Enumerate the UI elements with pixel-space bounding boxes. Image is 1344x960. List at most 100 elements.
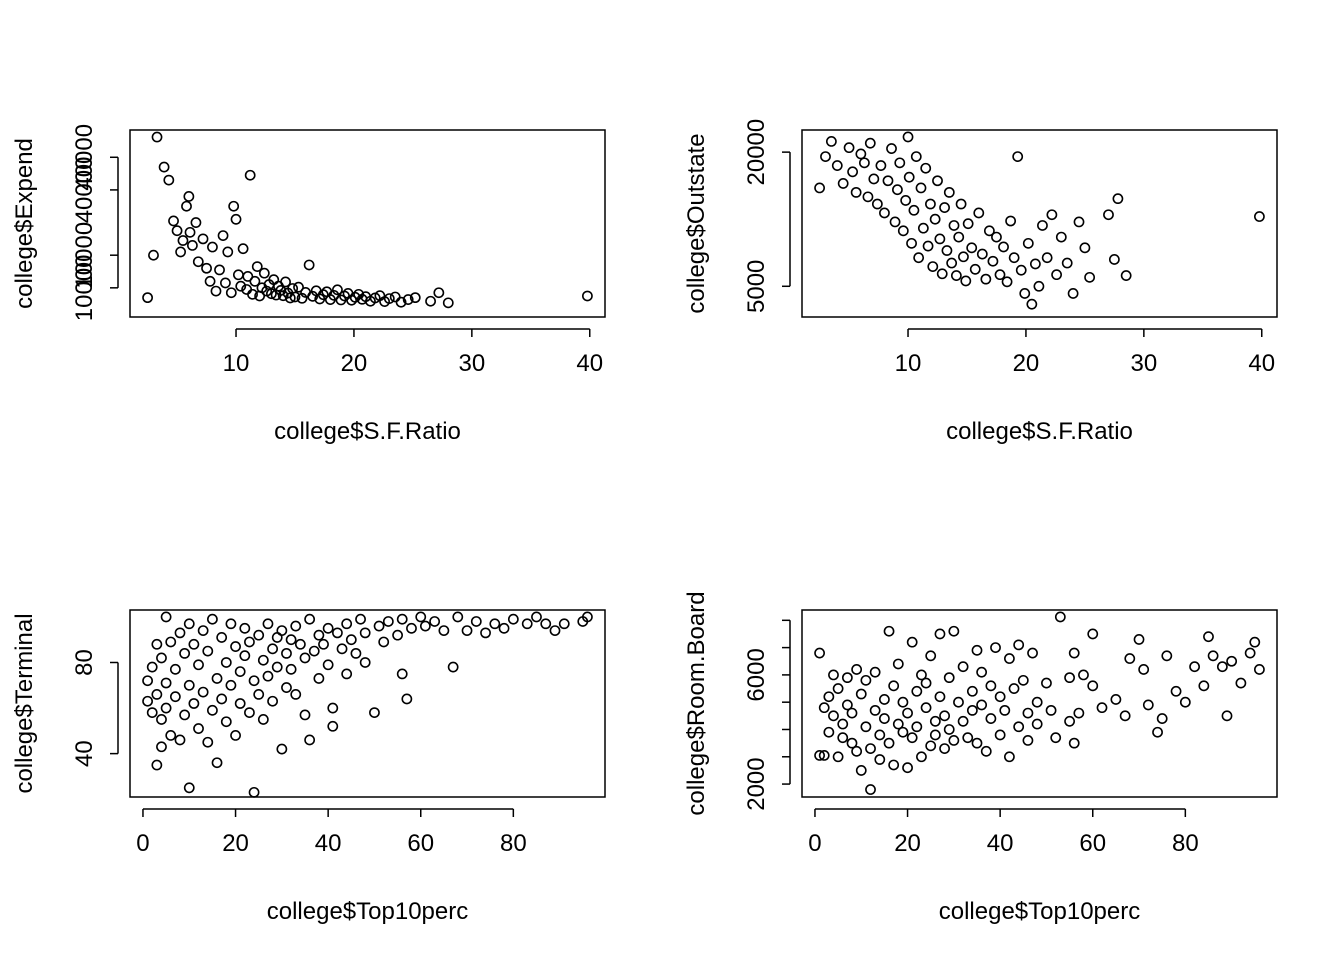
data-point bbox=[308, 645, 320, 657]
data-point bbox=[850, 186, 862, 198]
data-point bbox=[828, 669, 839, 681]
data-point bbox=[1119, 710, 1131, 722]
data-point bbox=[832, 683, 844, 694]
data-point bbox=[175, 246, 187, 258]
data-point bbox=[925, 198, 936, 210]
data-point bbox=[419, 620, 431, 632]
x-tick-label: 40 bbox=[576, 350, 603, 377]
data-point bbox=[1050, 732, 1062, 744]
data-point bbox=[378, 636, 390, 648]
data-point bbox=[869, 704, 881, 716]
x-tick-label: 40 bbox=[315, 830, 342, 857]
data-point bbox=[987, 255, 999, 267]
data-point bbox=[980, 745, 992, 757]
scatter-panel-1: 10 20 30 4010000100004000040000college$S.F.… bbox=[11, 124, 606, 445]
data-point bbox=[1004, 751, 1015, 763]
data-point bbox=[966, 242, 978, 254]
data-point bbox=[980, 273, 992, 285]
data-point bbox=[983, 225, 995, 237]
data-point bbox=[1031, 696, 1043, 708]
data-point bbox=[971, 644, 983, 656]
x-axis-title: college$Top10perc bbox=[267, 898, 468, 925]
data-point bbox=[1012, 151, 1024, 163]
data-point bbox=[966, 704, 978, 716]
data-point bbox=[234, 666, 246, 678]
data-point bbox=[285, 663, 297, 675]
scatter-panel-3: 0 20 40 60 80 40 80 college$Top10perc college$Te… bbox=[11, 609, 606, 925]
data-point bbox=[190, 217, 202, 228]
x-tick-label: 20 bbox=[341, 350, 368, 377]
data-point bbox=[148, 249, 159, 261]
data-point bbox=[207, 241, 218, 253]
data-point bbox=[193, 723, 204, 734]
data-point bbox=[396, 613, 408, 625]
data-point bbox=[1110, 694, 1122, 705]
data-point bbox=[304, 613, 316, 625]
data-point bbox=[865, 743, 876, 754]
data-point bbox=[946, 257, 958, 269]
data-point bbox=[211, 673, 223, 684]
data-point bbox=[402, 294, 414, 305]
data-point bbox=[1073, 707, 1085, 719]
data-point bbox=[225, 287, 237, 299]
data-point bbox=[156, 714, 167, 725]
x-tick-label: 40 bbox=[1248, 350, 1275, 377]
data-point bbox=[1067, 288, 1079, 299]
data-point bbox=[869, 666, 881, 678]
data-point bbox=[332, 627, 343, 639]
data-point bbox=[1103, 209, 1114, 221]
data-point bbox=[257, 714, 269, 725]
data-point bbox=[211, 757, 223, 769]
data-point bbox=[258, 267, 270, 279]
data-point bbox=[860, 721, 872, 733]
data-point bbox=[470, 616, 482, 627]
data-point bbox=[892, 184, 903, 196]
data-point bbox=[913, 252, 925, 264]
data-point bbox=[814, 182, 825, 194]
data-point bbox=[1051, 269, 1062, 281]
data-point bbox=[943, 186, 955, 198]
data-point bbox=[1019, 288, 1031, 299]
data-point bbox=[1124, 653, 1136, 664]
data-point bbox=[879, 713, 890, 724]
y-tick-label: 20000 bbox=[743, 119, 770, 186]
data-point bbox=[174, 627, 186, 639]
scatter-panel-4: 0 20 40 60 80 2000 6000 college$Top10perc colleg… bbox=[683, 591, 1278, 925]
data-point bbox=[920, 702, 932, 714]
data-point bbox=[1207, 650, 1219, 662]
y-tick-label: 6000 bbox=[743, 648, 770, 701]
data-point bbox=[220, 277, 231, 289]
data-point bbox=[317, 289, 329, 301]
data-point bbox=[193, 659, 204, 671]
data-point bbox=[1133, 634, 1145, 645]
data-point bbox=[251, 261, 263, 273]
data-point bbox=[230, 729, 241, 741]
data-point bbox=[266, 288, 277, 300]
data-point bbox=[1221, 710, 1233, 722]
data-point bbox=[818, 750, 830, 761]
data-point bbox=[862, 191, 874, 203]
y-tick-label: 40000 bbox=[71, 124, 98, 191]
data-point bbox=[973, 207, 985, 219]
data-point bbox=[939, 202, 950, 213]
data-point bbox=[304, 734, 316, 746]
data-point bbox=[939, 743, 950, 754]
x-tick-label: 0 bbox=[808, 830, 821, 857]
data-point bbox=[994, 691, 1006, 703]
data-point bbox=[969, 263, 981, 275]
x-axis-title: college$S.F.Ratio bbox=[946, 418, 1133, 445]
data-point bbox=[976, 248, 988, 260]
data-point bbox=[837, 178, 849, 189]
data-point bbox=[971, 737, 983, 749]
data-point bbox=[322, 659, 334, 671]
data-point bbox=[169, 663, 181, 675]
data-point bbox=[1249, 636, 1261, 648]
data-point bbox=[1046, 209, 1058, 221]
data-point bbox=[818, 702, 830, 714]
x-tick-label: 60 bbox=[1079, 830, 1106, 857]
data-point bbox=[183, 191, 195, 202]
data-point bbox=[823, 691, 835, 703]
data-point bbox=[184, 226, 196, 238]
data-point bbox=[168, 215, 179, 227]
data-point bbox=[201, 262, 212, 274]
